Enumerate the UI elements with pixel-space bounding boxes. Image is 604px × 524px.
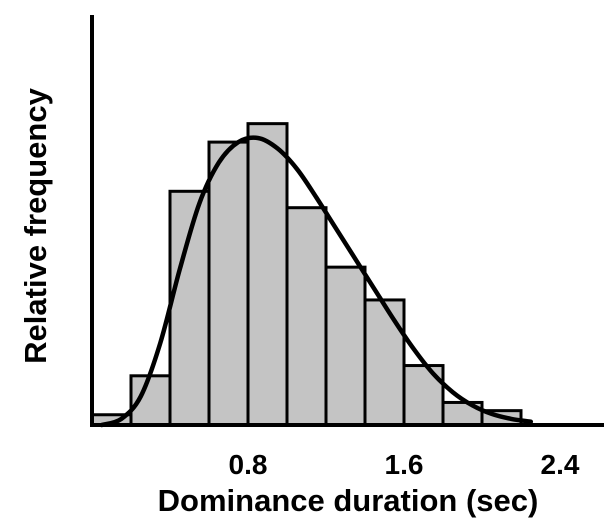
x-tick-labels: 0.8 1.6 2.4 — [229, 449, 580, 480]
fitted-distribution-curve — [99, 135, 534, 428]
histogram-bar-8 — [363, 298, 406, 427]
histogram-bar-4 — [207, 140, 250, 427]
x-tick-label: 1.6 — [385, 449, 424, 480]
histogram-bars — [90, 122, 523, 427]
histogram-bar-6 — [285, 206, 328, 427]
histogram-bar-5 — [246, 122, 289, 427]
histogram-bar-7 — [324, 265, 367, 427]
y-axis-title: Relative frequency — [18, 87, 53, 363]
histogram-bar-3 — [168, 189, 211, 427]
x-tick-label: 0.8 — [229, 449, 268, 480]
x-axis-title: Dominance duration (sec) — [158, 483, 539, 518]
histogram-bar-9 — [402, 364, 445, 427]
x-tick-label: 2.4 — [541, 449, 580, 480]
